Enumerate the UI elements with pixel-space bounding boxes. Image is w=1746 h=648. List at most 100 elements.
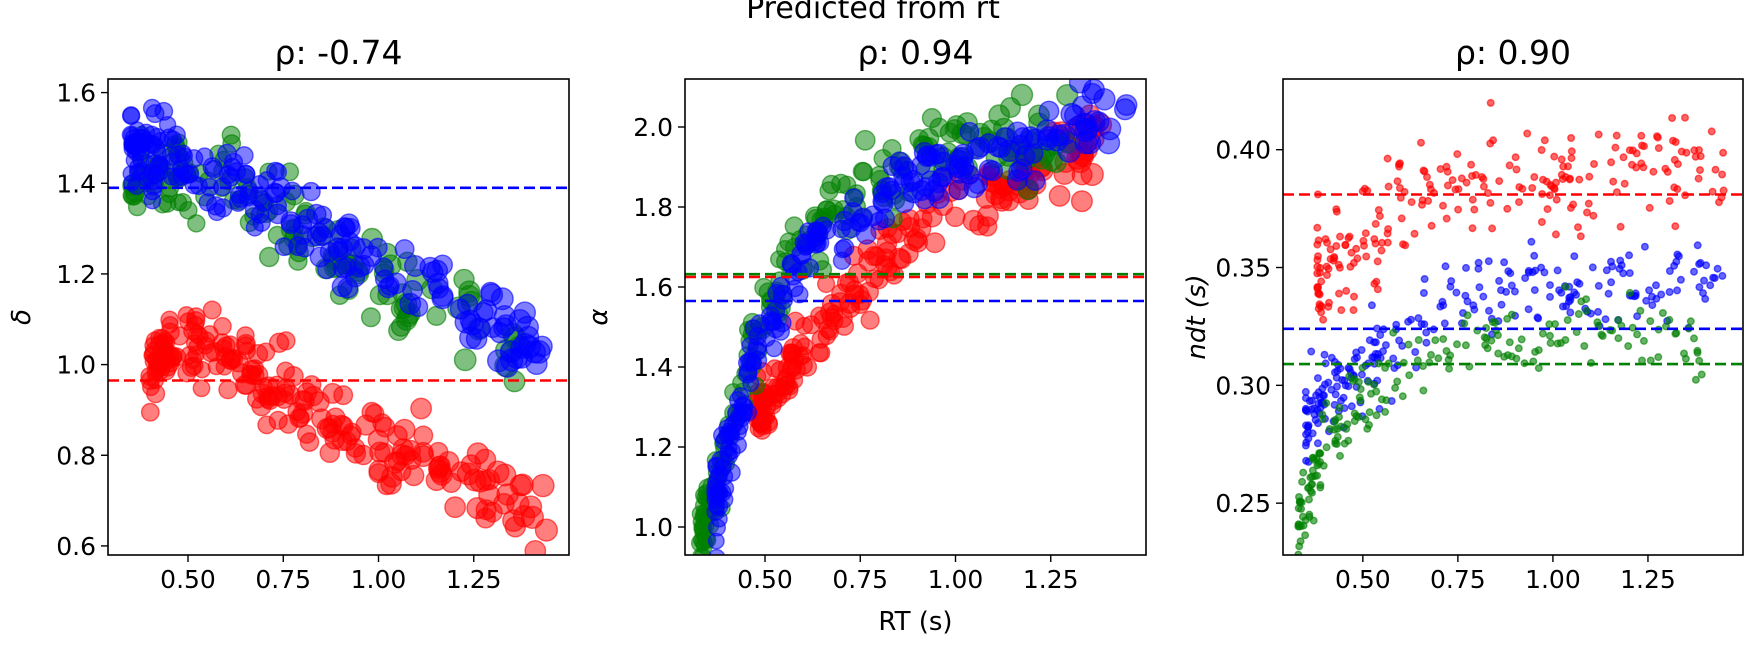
scatter-point-red — [1467, 171, 1476, 180]
scatter-point-green — [1333, 432, 1342, 441]
scatter-point-green — [1646, 356, 1655, 365]
scatter-point-blue — [1307, 347, 1316, 356]
series-green — [1294, 282, 1706, 555]
scatter-point-blue — [175, 147, 194, 165]
scatter-point-blue — [1527, 237, 1536, 246]
scatter-point-blue — [1607, 278, 1616, 287]
scatter-point-red — [1319, 315, 1328, 324]
scatter-point-blue — [948, 179, 969, 201]
scatter-point-blue — [127, 176, 146, 195]
scatter-point-red — [1323, 238, 1332, 247]
scatter-point-green — [1593, 318, 1602, 327]
y-tick-label: 0.25 — [1215, 489, 1271, 518]
scatter-point-red — [207, 357, 226, 376]
y-tick-label: 0.6 — [56, 532, 96, 561]
scatter-point-green — [1582, 306, 1591, 315]
scatter-point-red — [1436, 165, 1445, 174]
scatter-point-blue — [1530, 286, 1539, 295]
scatter-point-blue — [1534, 314, 1543, 323]
scatter-point-red — [478, 484, 501, 507]
scatter-point-red — [296, 382, 318, 403]
scatter-point-blue — [1332, 382, 1341, 391]
panel-title: ρ: -0.74 — [275, 33, 403, 72]
scatter-point-green — [1330, 425, 1339, 434]
scatter-point-green — [1342, 424, 1351, 433]
scatter-point-blue — [1709, 273, 1718, 282]
x-tick-label: 0.75 — [255, 565, 311, 594]
scatter-point-red — [844, 284, 865, 305]
scatter-point-red — [1694, 174, 1703, 183]
scatter-point-red — [1530, 172, 1539, 181]
scatter-point-red — [1332, 241, 1341, 250]
scatter-point-red — [1518, 184, 1527, 193]
scatter-point-blue — [1422, 338, 1431, 347]
scatter-point-red — [1479, 182, 1488, 191]
scatter-point-green — [988, 104, 1011, 127]
x-axis-label: RT (s) — [878, 607, 952, 637]
plot-frame — [684, 78, 1147, 556]
scatter-point-blue — [1411, 348, 1420, 357]
scatter-point-blue — [1507, 281, 1516, 290]
scatter-point-red — [818, 319, 838, 339]
scatter-point-red — [511, 473, 534, 497]
scatter-point-blue — [914, 188, 936, 210]
scatter-point-green — [1517, 335, 1526, 344]
scatter-point-blue — [1524, 305, 1533, 314]
scatter-point-blue — [1419, 289, 1428, 298]
scatter-point-green — [1391, 383, 1400, 392]
scatter-point-red — [801, 315, 821, 335]
scatter-point-blue — [1398, 341, 1407, 350]
scatter-point-blue — [1504, 267, 1513, 276]
scatter-point-red — [1565, 174, 1574, 183]
y-tick-label: 1.0 — [56, 351, 96, 380]
scatter-point-red — [1537, 217, 1546, 226]
scatter-point-red — [1470, 205, 1479, 214]
scatter-point-red — [466, 442, 490, 465]
scatter-point-green — [1358, 363, 1367, 372]
scatter-point-blue — [1475, 283, 1484, 292]
scatter-point-green — [360, 307, 381, 328]
scatter-point-green — [1299, 468, 1308, 477]
plot-area — [1283, 98, 1743, 555]
scatter-point-red — [504, 516, 526, 538]
panel-title: ρ: 0.94 — [857, 33, 973, 72]
scatter-point-red — [809, 343, 829, 363]
y-tick-label: 1.2 — [56, 260, 96, 289]
scatter-point-green — [1512, 354, 1521, 363]
scatter-point-blue — [1341, 381, 1350, 390]
scatter-point-red — [1690, 146, 1699, 155]
scatter-point-blue — [1406, 315, 1415, 324]
scatter-point-blue — [790, 285, 809, 304]
scatter-point-green — [1393, 377, 1402, 386]
y-tick-label: 0.8 — [56, 441, 96, 470]
scatter-point-blue — [735, 404, 754, 423]
x-tick-label: 1.00 — [1525, 565, 1581, 594]
scatter-point-blue — [1338, 376, 1347, 385]
scatter-point-blue — [465, 328, 488, 350]
scatter-point-blue — [145, 104, 165, 124]
scatter-point-red — [218, 379, 238, 400]
scatter-point-red — [753, 390, 773, 410]
scatter-point-red — [1632, 163, 1641, 172]
scatter-point-red — [1486, 198, 1495, 207]
scatter-point-blue — [1695, 260, 1704, 269]
scatter-point-red — [1645, 203, 1654, 212]
scatter-point-blue — [1673, 286, 1682, 295]
y-tick-label: 1.4 — [56, 169, 96, 198]
scatter-point-red — [1416, 138, 1425, 147]
scatter-point-red — [322, 382, 344, 404]
scatter-point-red — [860, 310, 880, 330]
scatter-point-blue — [1038, 100, 1060, 122]
scatter-point-red — [1332, 205, 1341, 214]
scatter-point-blue — [708, 497, 726, 515]
y-tick-label: 2.0 — [633, 113, 673, 142]
scatter-point-blue — [1495, 276, 1504, 285]
scatter-point-blue — [204, 159, 224, 179]
scatter-point-green — [1434, 354, 1443, 363]
scatter-point-blue — [1311, 415, 1320, 424]
scatter-point-red — [387, 451, 408, 471]
scatter-point-green — [1654, 353, 1663, 362]
scatter-point-green — [854, 129, 876, 151]
scatter-point-red — [1313, 223, 1322, 232]
scatter-point-blue — [796, 237, 815, 256]
